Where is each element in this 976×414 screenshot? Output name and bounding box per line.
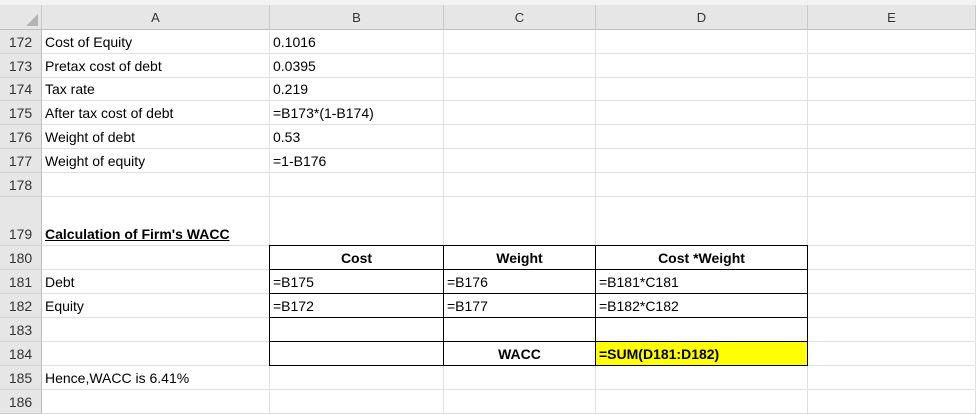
cell-E180[interactable] bbox=[808, 246, 976, 270]
cell-D183[interactable] bbox=[595, 317, 808, 342]
row-header-180[interactable]: 180 bbox=[0, 246, 42, 270]
row-header-178[interactable]: 178 bbox=[0, 173, 42, 197]
cell-A180[interactable] bbox=[42, 246, 270, 270]
cell-C184[interactable]: WACC bbox=[443, 341, 596, 366]
cell-D186[interactable] bbox=[596, 390, 808, 414]
cell-A172[interactable]: Cost of Equity bbox=[42, 30, 270, 54]
cell-D185[interactable] bbox=[596, 366, 808, 390]
cell-A178[interactable] bbox=[42, 173, 270, 197]
cell-B172[interactable]: 0.1016 bbox=[270, 30, 444, 54]
cell-D175[interactable] bbox=[596, 101, 808, 125]
cell-E186[interactable] bbox=[808, 390, 976, 414]
cell-C178[interactable] bbox=[444, 173, 596, 197]
cell-D178[interactable] bbox=[596, 173, 808, 197]
cell-A184[interactable] bbox=[42, 342, 270, 366]
cell-B179[interactable] bbox=[270, 197, 444, 246]
cell-A176[interactable]: Weight of debt bbox=[42, 125, 270, 149]
cell-B176[interactable]: 0.53 bbox=[270, 125, 444, 149]
row-header-181[interactable]: 181 bbox=[0, 270, 42, 294]
row-header-185[interactable]: 185 bbox=[0, 366, 42, 390]
cell-B183[interactable] bbox=[269, 317, 444, 342]
column-header-D[interactable]: D bbox=[596, 5, 808, 30]
cell-E181[interactable] bbox=[808, 270, 976, 294]
row-header-184[interactable]: 184 bbox=[0, 342, 42, 366]
cell-B185[interactable] bbox=[270, 366, 444, 390]
cell-E173[interactable] bbox=[808, 54, 976, 78]
cell-C175[interactable] bbox=[444, 101, 596, 125]
cell-C180[interactable]: Weight bbox=[443, 245, 596, 270]
column-header-A[interactable]: A bbox=[42, 5, 270, 30]
cell-E185[interactable] bbox=[808, 366, 976, 390]
toolbar-edge bbox=[0, 0, 976, 5]
cell-D180[interactable]: Cost *Weight bbox=[595, 245, 808, 270]
cell-C186[interactable] bbox=[444, 390, 596, 414]
cell-B174[interactable]: 0.219 bbox=[270, 78, 444, 101]
cell-E175[interactable] bbox=[808, 101, 976, 125]
cell-C183[interactable] bbox=[443, 317, 596, 342]
cell-D174[interactable] bbox=[596, 78, 808, 101]
cell-C172[interactable] bbox=[444, 30, 596, 54]
cell-A179[interactable]: Calculation of Firm's WACC bbox=[42, 197, 270, 246]
cell-E178[interactable] bbox=[808, 173, 976, 197]
cell-E182[interactable] bbox=[808, 294, 976, 318]
row-header-177[interactable]: 177 bbox=[0, 149, 42, 173]
cell-B180[interactable]: Cost bbox=[269, 245, 444, 270]
row-header-176[interactable]: 176 bbox=[0, 125, 42, 149]
cell-C185[interactable] bbox=[444, 366, 596, 390]
cell-D184[interactable]: =SUM(D181:D182) bbox=[595, 341, 808, 366]
cell-C174[interactable] bbox=[444, 78, 596, 101]
cell-A173[interactable]: Pretax cost of debt bbox=[42, 54, 270, 78]
row-header-174[interactable]: 174 bbox=[0, 78, 42, 101]
cell-D179[interactable] bbox=[596, 197, 808, 246]
cell-C176[interactable] bbox=[444, 125, 596, 149]
row-header-175[interactable]: 175 bbox=[0, 101, 42, 125]
cell-E172[interactable] bbox=[808, 30, 976, 54]
cell-D173[interactable] bbox=[596, 54, 808, 78]
cell-D176[interactable] bbox=[596, 125, 808, 149]
cell-A177[interactable]: Weight of equity bbox=[42, 149, 270, 173]
cell-A175[interactable]: After tax cost of debt bbox=[42, 101, 270, 125]
row-header-182[interactable]: 182 bbox=[0, 294, 42, 318]
cell-C181[interactable]: =B176 bbox=[443, 269, 596, 294]
cell-C173[interactable] bbox=[444, 54, 596, 78]
cell-D182[interactable]: =B182*C182 bbox=[595, 293, 808, 318]
cell-B186[interactable] bbox=[270, 390, 444, 414]
cell-E174[interactable] bbox=[808, 78, 976, 101]
cell-C177[interactable] bbox=[444, 149, 596, 173]
cell-A182[interactable]: Equity bbox=[42, 294, 270, 318]
row-header-173[interactable]: 173 bbox=[0, 54, 42, 78]
cell-B173[interactable]: 0.0395 bbox=[270, 54, 444, 78]
cell-B184[interactable] bbox=[269, 341, 444, 366]
cell-B175[interactable]: =B173*(1-B174) bbox=[270, 101, 444, 125]
column-header-C[interactable]: C bbox=[444, 5, 596, 30]
cell-C179[interactable] bbox=[444, 197, 596, 246]
cell-D177[interactable] bbox=[596, 149, 808, 173]
column-header-B[interactable]: B bbox=[270, 5, 444, 30]
cell-B177[interactable]: =1-B176 bbox=[270, 149, 444, 173]
cell-B178[interactable] bbox=[270, 173, 444, 197]
cell-A185[interactable]: Hence,WACC is 6.41% bbox=[42, 366, 270, 390]
row-header-172[interactable]: 172 bbox=[0, 30, 42, 54]
cell-D172[interactable] bbox=[596, 30, 808, 54]
cell-E177[interactable] bbox=[808, 149, 976, 173]
cell-E184[interactable] bbox=[808, 342, 976, 366]
cell-B182[interactable]: =B172 bbox=[269, 293, 444, 318]
row-header-186[interactable]: 186 bbox=[0, 390, 42, 414]
cell-E183[interactable] bbox=[808, 318, 976, 342]
cell-A183[interactable] bbox=[42, 318, 270, 342]
cell-E179[interactable] bbox=[808, 197, 976, 246]
cell-A181[interactable]: Debt bbox=[42, 270, 270, 294]
row-header-179[interactable]: 179 bbox=[0, 197, 42, 246]
column-header-E[interactable]: E bbox=[808, 5, 976, 30]
row-header-183[interactable]: 183 bbox=[0, 318, 42, 342]
cell-B181[interactable]: =B175 bbox=[269, 269, 444, 294]
cell-E176[interactable] bbox=[808, 125, 976, 149]
cell-A174[interactable]: Tax rate bbox=[42, 78, 270, 101]
select-all-button[interactable] bbox=[0, 5, 42, 30]
cell-C182[interactable]: =B177 bbox=[443, 293, 596, 318]
cell-A186[interactable] bbox=[42, 390, 270, 414]
cell-D181[interactable]: =B181*C181 bbox=[595, 269, 808, 294]
